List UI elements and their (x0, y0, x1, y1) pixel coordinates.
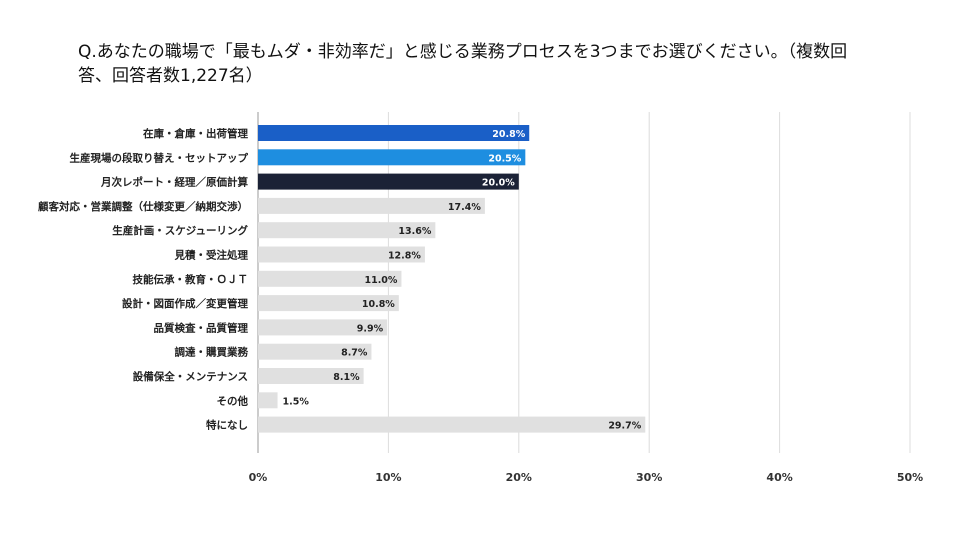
x-axis-ticks: 0% 10% 20% 30% 40% 50% (249, 471, 924, 484)
value-label: 17.4% (448, 202, 481, 213)
category-label: 設計・図面作成／変更管理 (122, 297, 248, 310)
value-label: 13.6% (398, 226, 431, 237)
x-tick-label: 20% (506, 471, 532, 484)
category-label: 見積・受注処理 (174, 249, 249, 262)
category-label: 設備保全・メンテナンス (133, 370, 248, 383)
category-label: 特になし (206, 419, 248, 432)
value-label: 20.8% (492, 129, 525, 140)
bar (258, 368, 364, 384)
category-label: 生産計画・スケジューリング (112, 224, 248, 237)
category-label: 月次レポート・経理／原価計算 (100, 176, 248, 189)
bar (258, 125, 530, 141)
category-label: 品質検査・品質管理 (154, 321, 249, 334)
bar (258, 173, 519, 190)
value-label: 8.1% (333, 372, 360, 383)
value-label: 29.7% (608, 421, 641, 432)
x-tick-label: 10% (375, 471, 401, 484)
bar (258, 416, 646, 433)
value-label: 11.0% (364, 275, 397, 286)
value-label: 9.9% (357, 323, 384, 334)
category-label: その他 (217, 394, 249, 407)
bar (258, 392, 278, 409)
bar (258, 270, 402, 287)
value-label: 8.7% (341, 348, 368, 359)
x-tick-label: 50% (897, 471, 923, 484)
x-tick-label: 0% (249, 471, 268, 484)
x-tick-label: 40% (766, 471, 792, 484)
category-labels: 在庫・倉庫・出荷管理生産現場の段取り替え・セットアップ月次レポート・経理／原価計… (38, 127, 248, 432)
bar (258, 246, 425, 263)
value-label: 1.5% (283, 396, 310, 407)
bar (258, 149, 526, 166)
x-tick-label: 30% (636, 471, 662, 484)
value-label: 20.0% (482, 178, 515, 189)
value-label: 20.5% (488, 153, 521, 164)
category-label: 技能伝承・教育・ＯＪＴ (133, 273, 249, 286)
bar (258, 319, 388, 336)
category-label: 調達・購買業務 (175, 346, 249, 359)
category-label: 生産現場の段取り替え・セットアップ (70, 151, 249, 164)
value-labels: 20.8% 20.5% 20.0% 17.4% 13.6% 12.8% 11.0% 10.8%… (283, 129, 642, 432)
category-label: 在庫・倉庫・出荷管理 (143, 127, 248, 140)
value-label: 10.8% (362, 299, 395, 310)
chart-title: Q.あなたの職場で「最もムダ・非効率だ」と感じる業務プロセスを3つまでお選びくだ… (78, 42, 848, 86)
category-label: 顧客対応・営業調整（仕様変更／納期交渉） (38, 200, 248, 213)
bar (258, 197, 485, 214)
bar (258, 222, 436, 239)
value-label: 12.8% (388, 251, 421, 262)
bar (258, 295, 399, 312)
bars (258, 125, 646, 433)
bar (258, 343, 372, 360)
